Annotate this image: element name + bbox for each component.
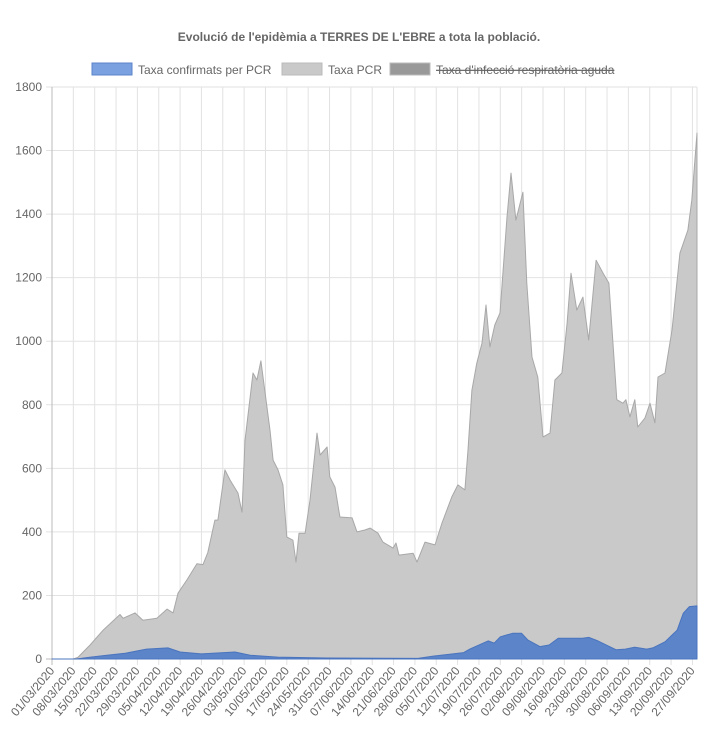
- y-tick-label: 1000: [15, 334, 42, 348]
- legend-label-2: Taxa d'infecció respiratòria aguda: [436, 63, 615, 77]
- legend-swatch-2: [389, 62, 431, 76]
- legend-label-1: Taxa PCR: [328, 63, 382, 77]
- y-tick-label: 800: [22, 398, 42, 412]
- y-tick-label: 600: [22, 461, 42, 475]
- y-tick-label: 1200: [15, 271, 42, 285]
- y-tick-label: 1800: [15, 80, 42, 94]
- y-tick-label: 1400: [15, 207, 42, 221]
- y-tick-label: 1600: [15, 144, 42, 158]
- series-areas: [51, 132, 698, 660]
- area-confirmed-pcr: [51, 605, 698, 660]
- chart-title: Evolució de l'epidèmia a TERRES DE L'EBR…: [178, 30, 540, 44]
- y-tick-label: 0: [35, 652, 42, 666]
- legend: Taxa confirmats per PCR Taxa PCR Taxa d'in…: [91, 62, 615, 77]
- legend-swatch-0: [91, 62, 133, 76]
- area-pcr: [51, 132, 698, 660]
- legend-label-0: Taxa confirmats per PCR: [138, 63, 272, 77]
- y-tick-label: 400: [22, 525, 42, 539]
- legend-swatch-1: [281, 62, 323, 76]
- y-tick-label: 200: [22, 588, 42, 602]
